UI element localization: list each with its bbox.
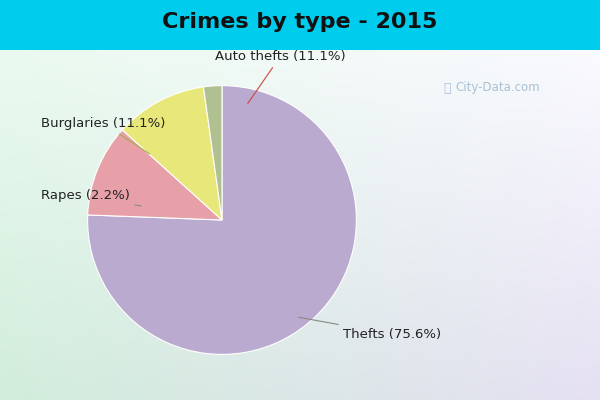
Wedge shape bbox=[88, 86, 356, 354]
Text: Thefts (75.6%): Thefts (75.6%) bbox=[299, 317, 441, 341]
Text: Crimes by type - 2015: Crimes by type - 2015 bbox=[163, 12, 437, 32]
Text: ⓘ: ⓘ bbox=[443, 82, 451, 94]
Wedge shape bbox=[203, 86, 222, 220]
Text: City-Data.com: City-Data.com bbox=[455, 82, 541, 94]
Text: Rapes (2.2%): Rapes (2.2%) bbox=[41, 189, 142, 206]
Wedge shape bbox=[122, 87, 222, 220]
Wedge shape bbox=[88, 130, 222, 220]
Text: Burglaries (11.1%): Burglaries (11.1%) bbox=[41, 117, 165, 154]
Text: Auto thefts (11.1%): Auto thefts (11.1%) bbox=[215, 50, 346, 104]
